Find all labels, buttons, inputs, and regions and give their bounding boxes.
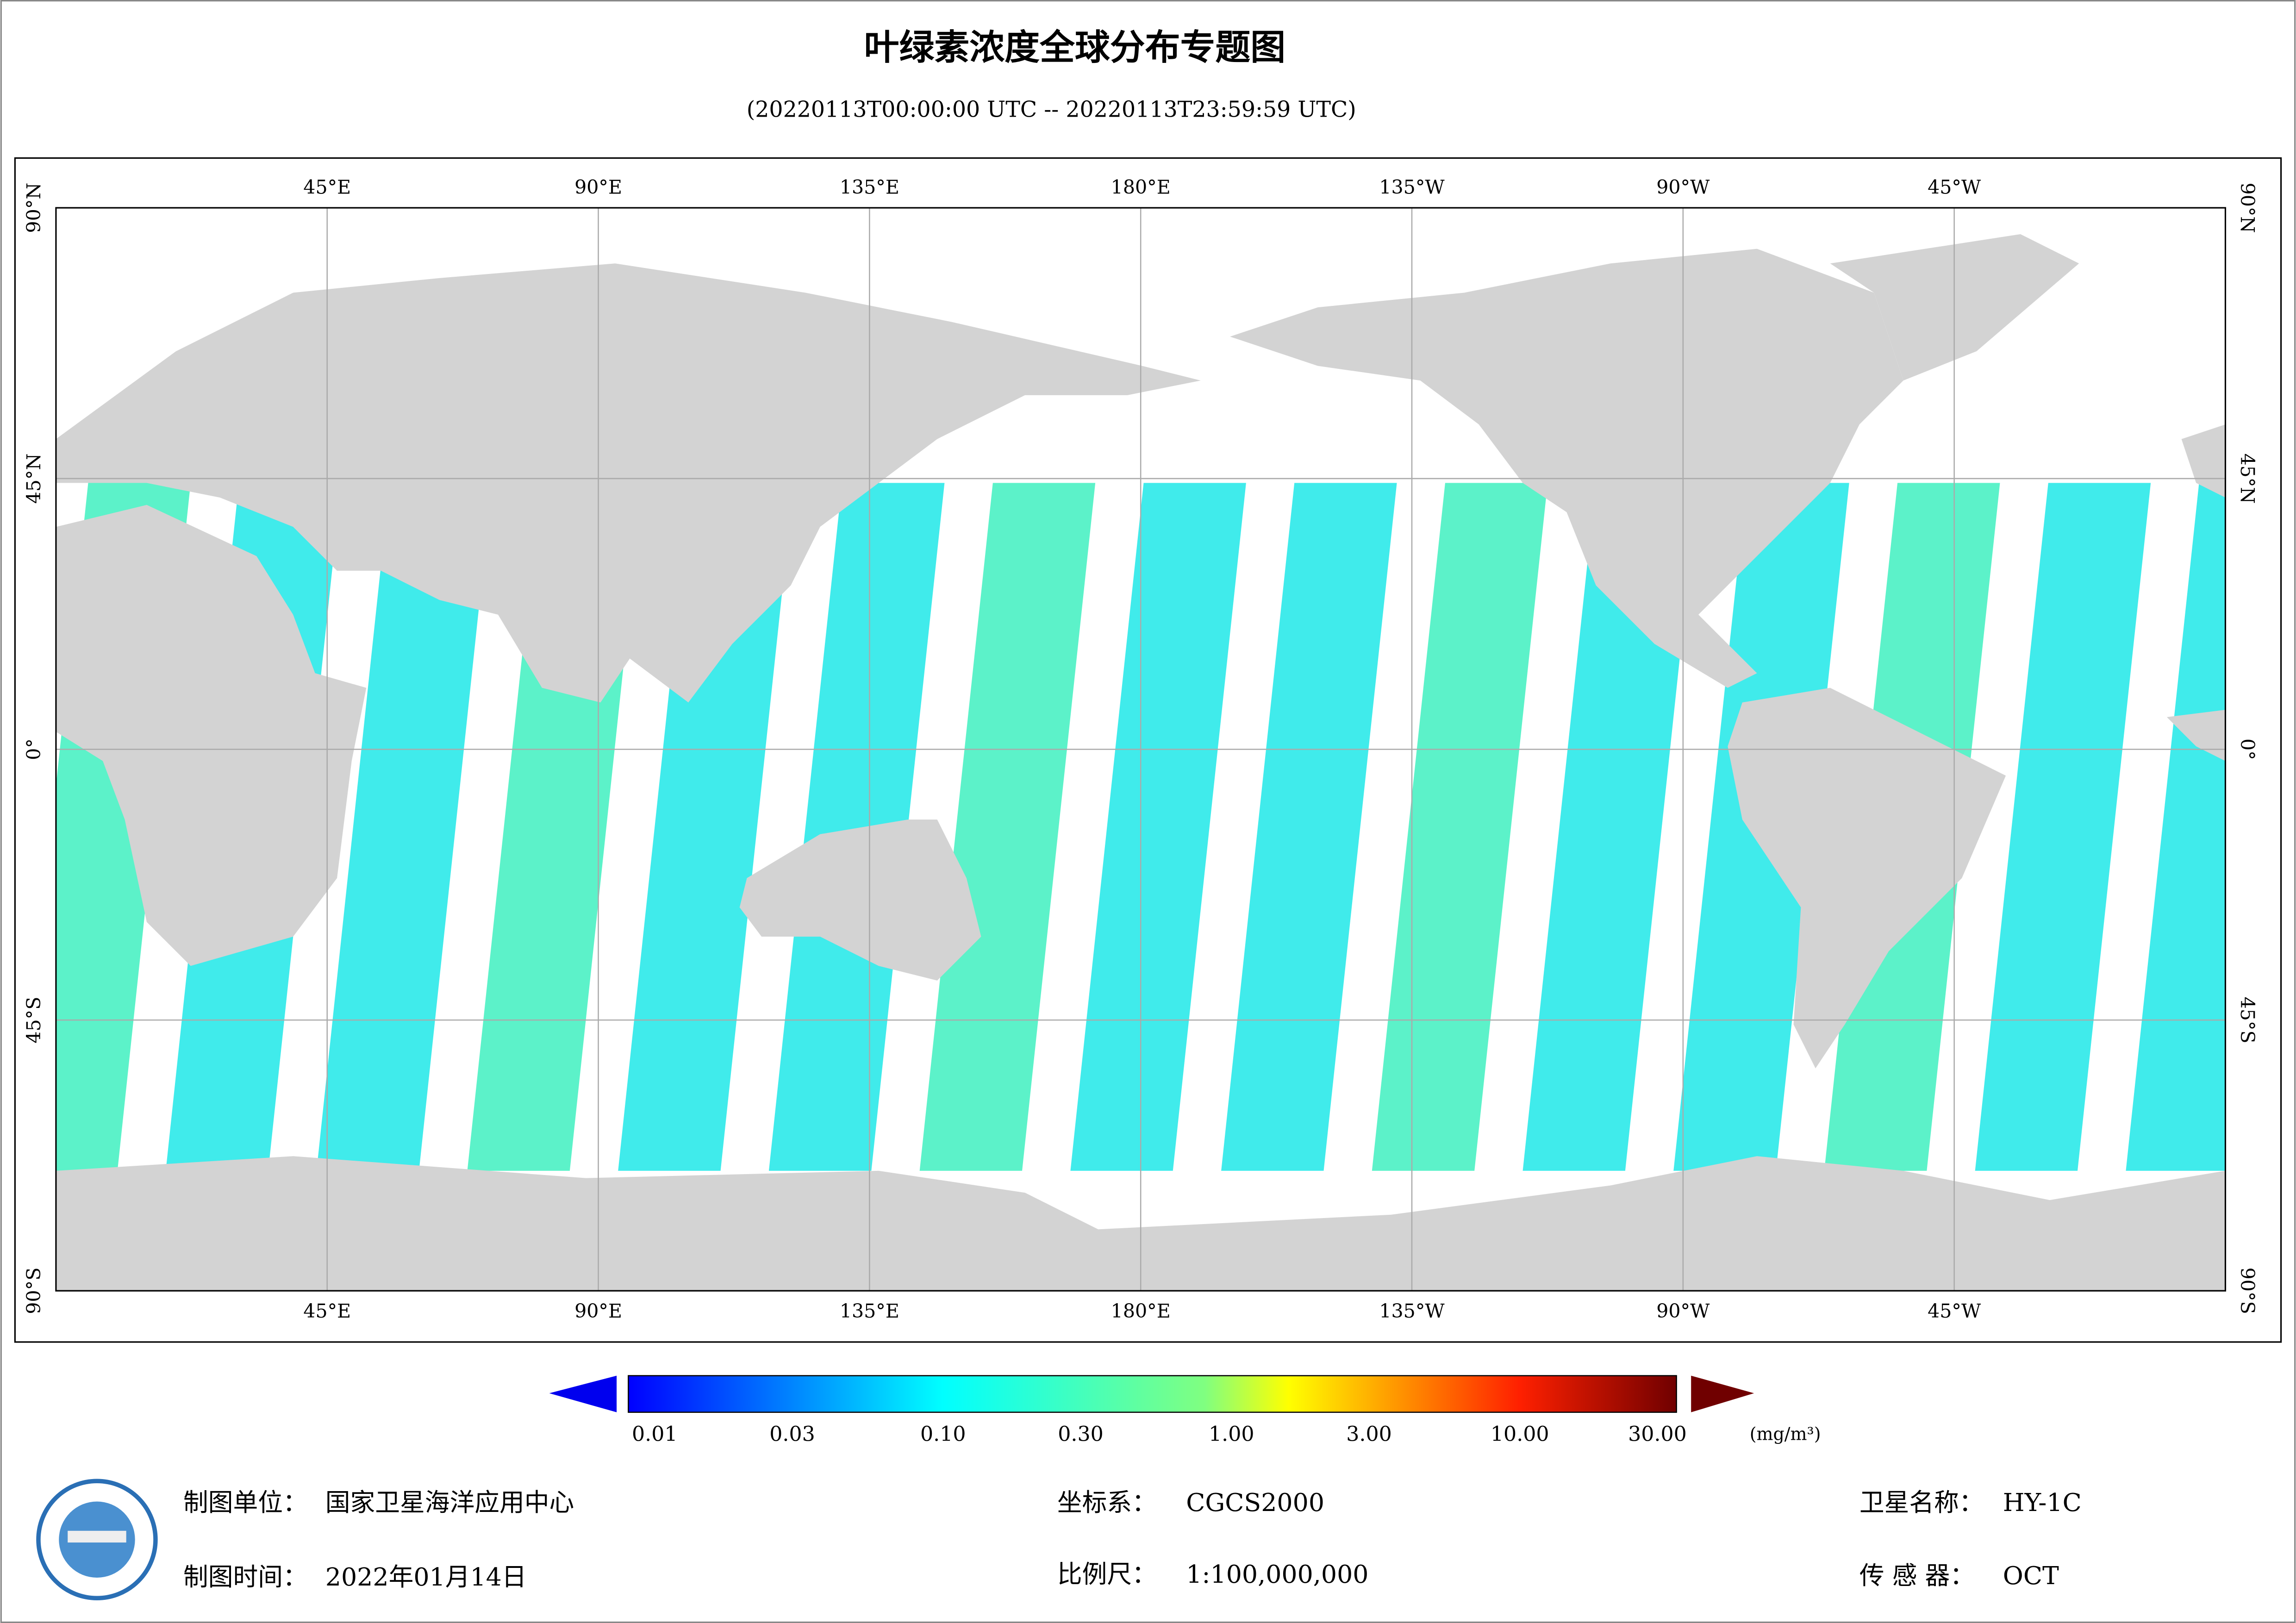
swath: [919, 483, 1096, 1171]
europe-west: [2181, 424, 2226, 498]
footer-value: HY-1C: [2003, 1488, 2082, 1517]
colorbar: [628, 1375, 1677, 1413]
north-america: [1230, 249, 1903, 688]
footer: 制图单位： 国家卫星海洋应用中心 制图时间： 2022年01月14日 坐标系： …: [183, 1488, 2082, 1592]
lon-label: 180°E: [1111, 176, 1171, 198]
lon-label: 45°E: [303, 176, 351, 198]
map-body: [56, 234, 2226, 1291]
colorbar-tick-label: 10.00: [1491, 1423, 1549, 1446]
colorbar-ticks: 0.01 0.03 0.10 0.30 1.00 3.00 10.00 30.00: [632, 1423, 1687, 1446]
footer-label: 比例尺：: [1057, 1560, 1157, 1589]
colorbar-tick-label: 30.00: [1628, 1423, 1687, 1446]
africa: [56, 504, 367, 966]
swath: [1975, 483, 2151, 1171]
footer-label: 制图单位：: [183, 1488, 308, 1517]
swath: [618, 483, 794, 1171]
lat-label: 0°: [2236, 739, 2259, 760]
lon-label: 135°E: [840, 176, 899, 198]
lon-label: 135°W: [1379, 176, 1445, 198]
title: 叶绿素浓度全球分布专题图: [864, 27, 1286, 68]
swath: [1522, 483, 1699, 1171]
map-border: [55, 207, 2227, 1292]
footer-label: 卫星名称：: [1859, 1488, 1984, 1517]
logo-satellite: [68, 1530, 126, 1543]
lon-label: 90°E: [574, 176, 622, 198]
footer-value: 1:100,000,000: [1186, 1560, 1368, 1589]
swath: [1070, 483, 1246, 1171]
footer-value: CGCS2000: [1186, 1488, 1324, 1517]
colorbar-tick-label: 0.30: [1058, 1423, 1104, 1446]
footer-label: 坐标系：: [1057, 1488, 1157, 1517]
eurasia: [56, 263, 1201, 703]
australia: [739, 819, 981, 981]
swath: [1221, 483, 1397, 1171]
lon-label: 90°W: [1656, 1300, 1710, 1322]
africa-west: [2166, 709, 2226, 761]
map-frame: [14, 157, 2282, 1343]
lat-label: 90°S: [23, 1268, 45, 1314]
lon-label: 135°W: [1379, 1300, 1445, 1322]
lon-label: 45°E: [303, 1300, 351, 1322]
footer-label: 传 感 器：: [1859, 1561, 1975, 1590]
footer-value: 2022年01月14日: [325, 1562, 527, 1592]
lat-label: 45°N: [2236, 454, 2259, 504]
lat-label: 0°: [23, 739, 45, 760]
lat-label: 45°N: [23, 454, 45, 504]
colorbar-high-arrow: [1691, 1375, 1754, 1412]
swath: [1372, 483, 1548, 1171]
lon-label: 180°E: [1111, 1300, 1171, 1322]
logo: [36, 1479, 158, 1600]
lon-label: 90°W: [1656, 176, 1710, 198]
lat-label: 90°S: [2236, 1268, 2259, 1314]
lon-label: 45°W: [1928, 176, 1981, 198]
colorbar-low-arrow: [549, 1375, 617, 1412]
lat-label: 45°S: [2236, 997, 2259, 1044]
lon-label: 45°W: [1928, 1300, 1981, 1322]
swath: [768, 483, 945, 1171]
footer-value: 国家卫星海洋应用中心: [325, 1488, 574, 1517]
colorbar-tick-label: 3.00: [1346, 1423, 1392, 1446]
swath: [316, 483, 493, 1171]
swath: [2126, 483, 2226, 1171]
subtitle: (20220113T00:00:00 UTC -- 20220113T23:59…: [747, 97, 1356, 122]
south-america: [1728, 688, 2006, 1069]
lat-label: 45°S: [23, 997, 45, 1044]
lat-label: 90°N: [23, 183, 45, 233]
lat-label: 90°N: [2236, 183, 2259, 233]
lon-label: 90°E: [574, 1300, 622, 1322]
colorbar-tick-label: 0.01: [632, 1423, 678, 1446]
colorbar-tick-label: 0.10: [920, 1423, 966, 1446]
colorbar-tick-label: 0.03: [769, 1423, 815, 1446]
footer-value: OCT: [2003, 1561, 2059, 1590]
colorbar-unit: (mg/m³): [1750, 1424, 1821, 1444]
colorbar-tick-label: 1.00: [1209, 1423, 1254, 1446]
footer-label: 制图时间：: [183, 1562, 308, 1592]
lon-label: 135°E: [840, 1300, 899, 1322]
